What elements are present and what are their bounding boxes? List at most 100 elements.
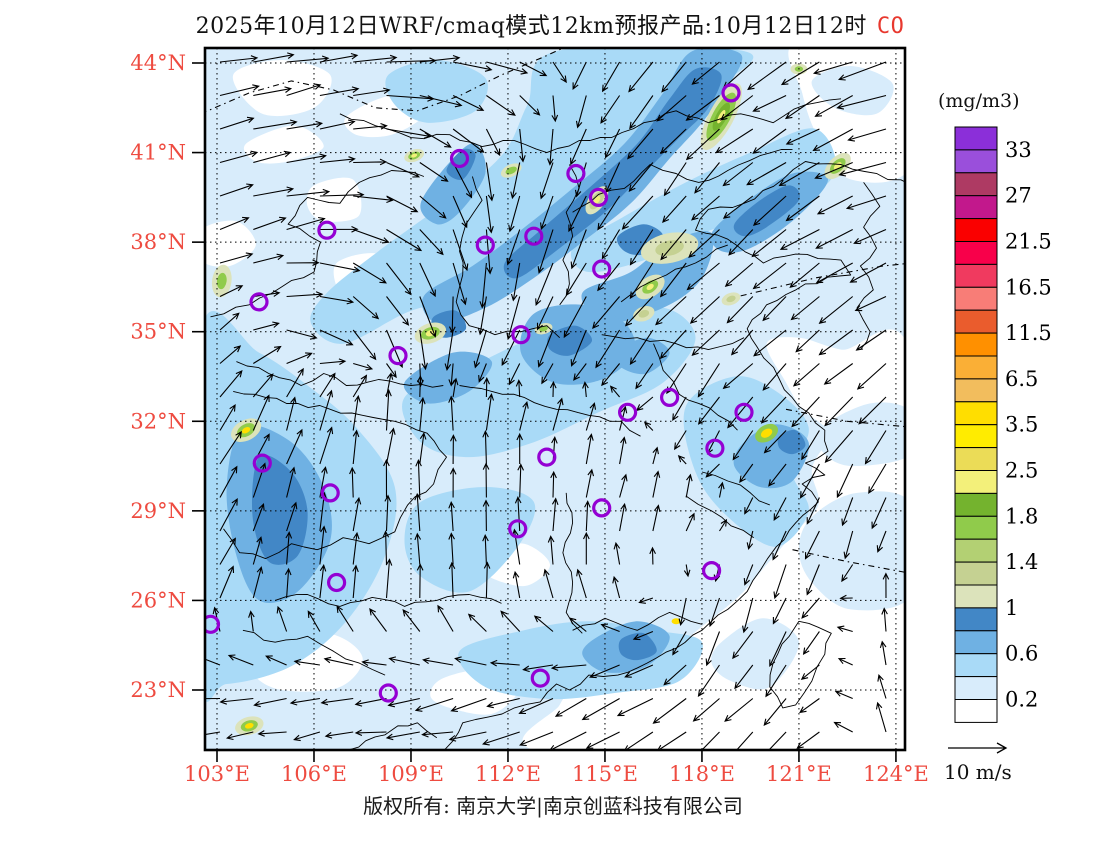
wind-arrow	[779, 229, 820, 250]
wind-arrow	[600, 95, 621, 124]
wind-arrow	[847, 128, 887, 142]
station-circle-marker	[320, 483, 340, 503]
station-circle-marker	[327, 572, 347, 593]
wind-arrow	[753, 329, 787, 357]
colorbar-cell	[954, 401, 998, 426]
wind-arrow	[386, 229, 423, 252]
wind-arrow	[697, 396, 720, 425]
colorbar-cell	[954, 309, 998, 334]
wind-arrow	[601, 229, 621, 260]
wind-arrow	[629, 262, 654, 300]
x-tick-label: 121°E	[766, 762, 832, 786]
wind-arrow	[467, 613, 487, 632]
wind-arrow	[549, 380, 557, 398]
wind-arrow	[792, 363, 820, 387]
wind-arrow	[694, 162, 720, 194]
colorbar-cell	[954, 241, 998, 265]
colorbar-label: 1.8	[1005, 504, 1038, 528]
station-circle-marker	[508, 519, 528, 539]
wind-arrow	[286, 55, 330, 63]
colorbar-label: 16.5	[1005, 275, 1052, 299]
wind-arrow	[672, 631, 687, 656]
wind-arrow	[780, 61, 820, 86]
wind-arrow	[219, 497, 238, 532]
wind-arrow	[543, 568, 554, 599]
wind-arrow	[742, 597, 754, 634]
wind-arrow	[276, 605, 288, 632]
wind-arrow	[437, 604, 454, 632]
station-circle-marker	[592, 259, 612, 279]
wind-arrow	[486, 697, 520, 709]
wind-arrow	[419, 329, 428, 371]
wind-arrow	[752, 128, 787, 154]
wind-arrow	[683, 564, 691, 578]
x-tick-label: 103°E	[184, 762, 250, 786]
wind-arrow	[692, 698, 720, 722]
wind-arrow	[286, 329, 318, 340]
wind-arrow	[724, 698, 754, 722]
wind-arrow	[307, 610, 321, 632]
wind-arrow	[450, 434, 457, 465]
wind-arrow	[482, 462, 490, 498]
wind-arrow	[352, 394, 361, 431]
wind-arrow	[510, 262, 521, 302]
field-blob	[385, 59, 488, 123]
wind-arrow	[293, 731, 321, 742]
station-circle-marker	[249, 292, 269, 312]
wind-arrow	[672, 396, 687, 421]
wind-arrow	[352, 496, 362, 532]
wind-arrow	[286, 153, 327, 164]
colorbar-cell	[954, 630, 998, 655]
wind-arrow	[841, 564, 854, 583]
boundary-line	[443, 161, 905, 750]
wind-arrow	[444, 329, 454, 371]
wind-arrow	[515, 379, 523, 398]
wind-arrow	[629, 229, 654, 266]
wind-arrow	[219, 537, 236, 565]
field-blob	[205, 220, 256, 267]
wind-arrow	[508, 363, 521, 386]
wind-arrow	[595, 329, 621, 369]
wind-arrow	[773, 497, 787, 522]
wind-arrow	[836, 625, 853, 633]
wind-arrow	[286, 352, 313, 365]
wind-arrow	[319, 564, 327, 599]
wind-arrow	[481, 731, 520, 746]
colorbar: 33 27 21.5 16.5 11.5 6.5 3.5 2.5 1.8 1.4 1 0.6 0.2	[954, 126, 1052, 723]
wind-arrow	[570, 229, 587, 270]
wind-arrow	[659, 262, 687, 298]
wind-arrow	[882, 572, 890, 599]
wind-arrow	[824, 430, 854, 463]
wind-arrow	[818, 296, 854, 324]
wind-arrow	[352, 531, 360, 565]
field-blob	[815, 402, 905, 467]
wind-arrow	[385, 558, 393, 599]
wind-arrow	[581, 698, 620, 721]
wind-arrow	[414, 532, 422, 565]
wind-arrow	[253, 697, 287, 708]
boundary-line	[236, 361, 444, 388]
colorbar-cell	[954, 515, 998, 540]
wind-arrow	[612, 575, 621, 599]
wind-arrow	[533, 615, 554, 632]
colorbar-cell	[954, 378, 998, 403]
title-species-label: CO	[876, 14, 905, 39]
wind-arrow	[452, 61, 493, 72]
wind-arrow	[353, 195, 394, 204]
station-circle-marker	[537, 447, 557, 467]
wind-arrow	[652, 446, 659, 465]
wind-arrow	[722, 363, 754, 390]
wind-arrow	[583, 531, 590, 565]
wind-arrow	[772, 530, 787, 561]
wind-arrow	[552, 61, 567, 84]
station-circle-marker	[378, 683, 398, 703]
wind-arrow	[319, 295, 355, 305]
field-blob	[243, 125, 324, 164]
wind-arrow	[576, 568, 587, 599]
wind-arrow	[609, 385, 621, 398]
wind-arrow	[752, 95, 787, 112]
wind-arrow	[652, 698, 687, 724]
colorbar-cell	[954, 149, 998, 174]
y-tick-label: 35°N	[130, 320, 186, 344]
wind-arrow	[589, 664, 620, 679]
